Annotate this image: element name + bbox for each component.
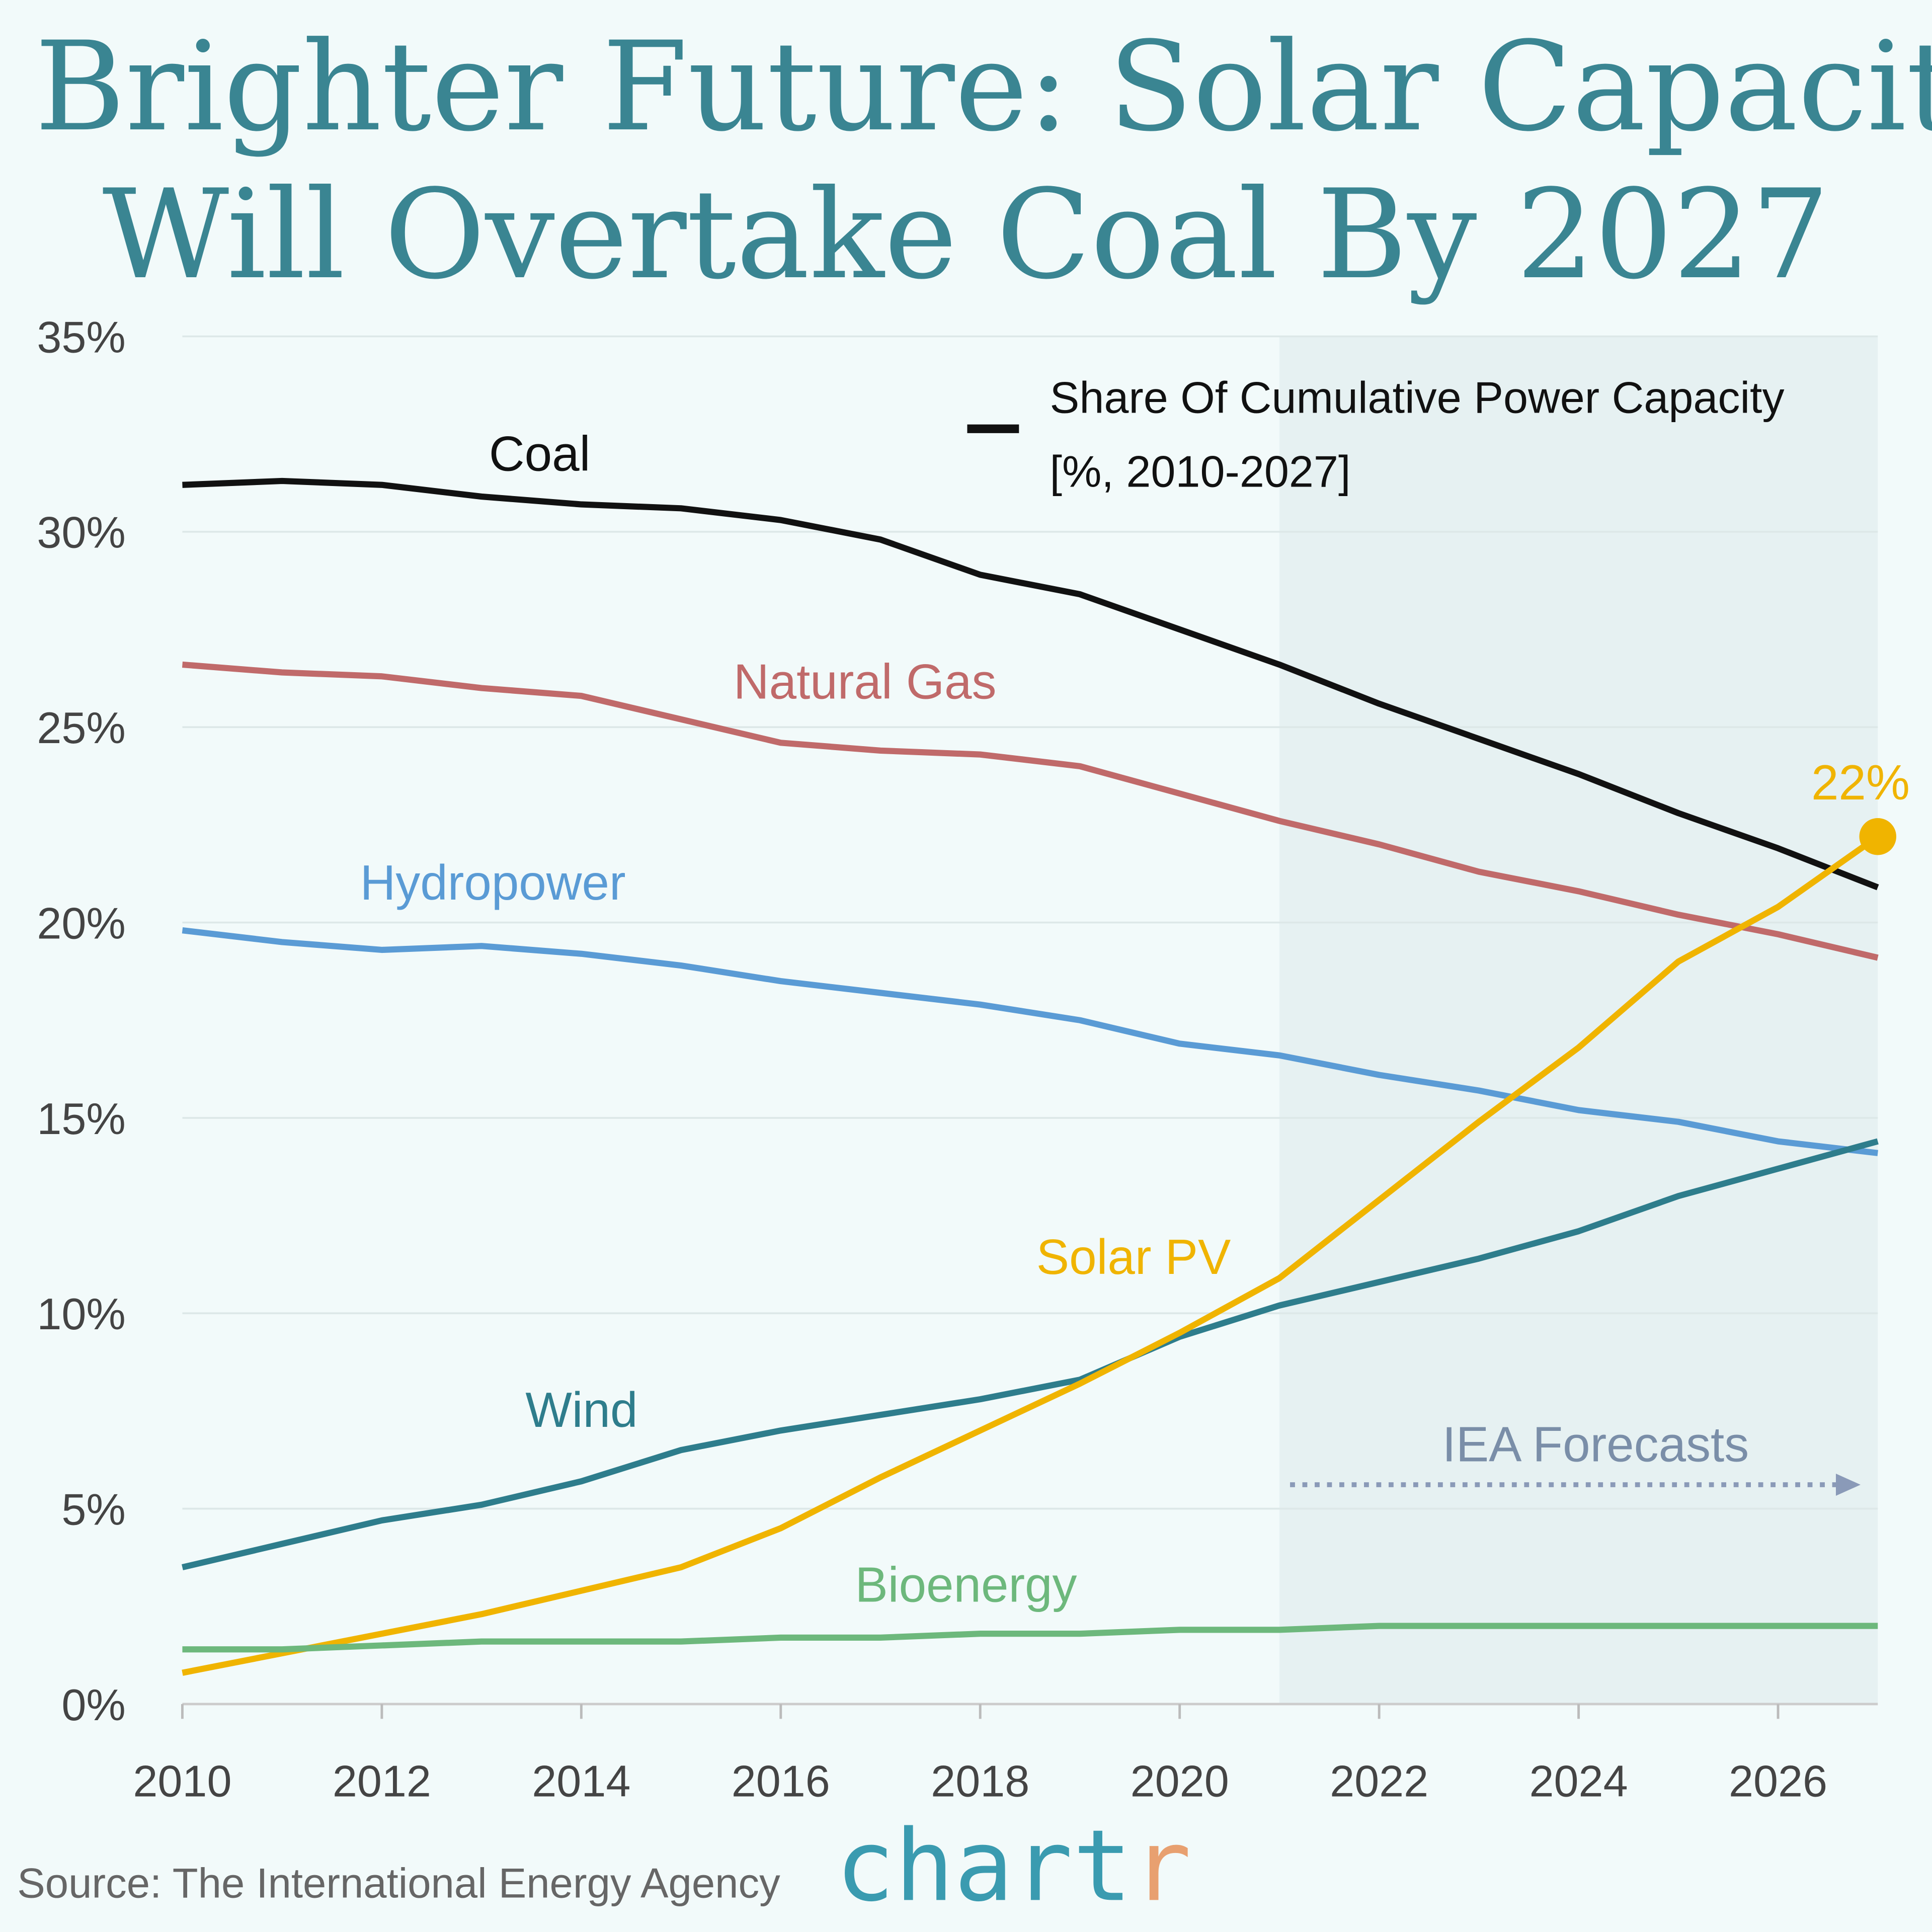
- y-tick-label: 25%: [37, 703, 125, 753]
- x-tick-label: 2020: [1131, 1756, 1229, 1806]
- x-tick-label: 2014: [532, 1756, 630, 1806]
- x-tick-label: 2022: [1330, 1756, 1428, 1806]
- series-label: Natural Gas: [734, 654, 997, 709]
- series-line-coal: [182, 477, 1879, 891]
- x-tick-label: 2026: [1729, 1756, 1827, 1806]
- series-line-hydropower: [182, 927, 1878, 1156]
- series-line-bioenergy: [182, 1623, 1878, 1653]
- endpoint-marker: [1859, 818, 1896, 855]
- title-line-1: A Brighter Future: Solar Capacity: [0, 15, 1932, 158]
- series-line-solar-pv: [182, 834, 1880, 1676]
- forecast-region: [1279, 336, 1878, 1704]
- series-line-natural-gas: [182, 661, 1879, 961]
- series-label: Wind: [525, 1382, 637, 1437]
- legend-title: Share Of Cumulative Power Capacity: [1050, 372, 1785, 422]
- series-line-wind: [182, 1138, 1879, 1571]
- y-tick-label: 20%: [37, 898, 125, 948]
- endpoint-label: 22%: [1811, 755, 1910, 810]
- series-label: Solar PV: [1036, 1229, 1231, 1284]
- x-tick-label: 2024: [1530, 1756, 1628, 1806]
- y-tick-label: 35%: [37, 312, 125, 362]
- y-tick-label: 15%: [37, 1094, 125, 1144]
- forecast-arrowhead-icon: [1835, 1473, 1861, 1496]
- series-label: Coal: [489, 426, 590, 481]
- chartr-logo: chartr: [835, 1809, 1191, 1923]
- y-tick-label: 10%: [37, 1289, 125, 1339]
- series-label: Bioenergy: [855, 1557, 1077, 1613]
- series-label: Hydropower: [360, 855, 626, 910]
- y-tick-label: 0%: [61, 1680, 125, 1730]
- y-tick-label: 5%: [61, 1484, 125, 1534]
- x-tick-label: 2016: [732, 1756, 830, 1806]
- source-note: Source: The International Energy Agency: [17, 1860, 780, 1906]
- x-tick-label: 2012: [333, 1756, 431, 1806]
- x-tick-label: 2010: [133, 1756, 231, 1806]
- x-tick-label: 2018: [931, 1756, 1029, 1806]
- title-line-2: Will Overtake Coal By 2027: [102, 163, 1829, 306]
- forecast-label: IEA Forecasts: [1442, 1416, 1749, 1472]
- y-tick-label: 30%: [37, 508, 125, 557]
- legend-subtitle: [%, 2010-2027]: [1050, 446, 1351, 496]
